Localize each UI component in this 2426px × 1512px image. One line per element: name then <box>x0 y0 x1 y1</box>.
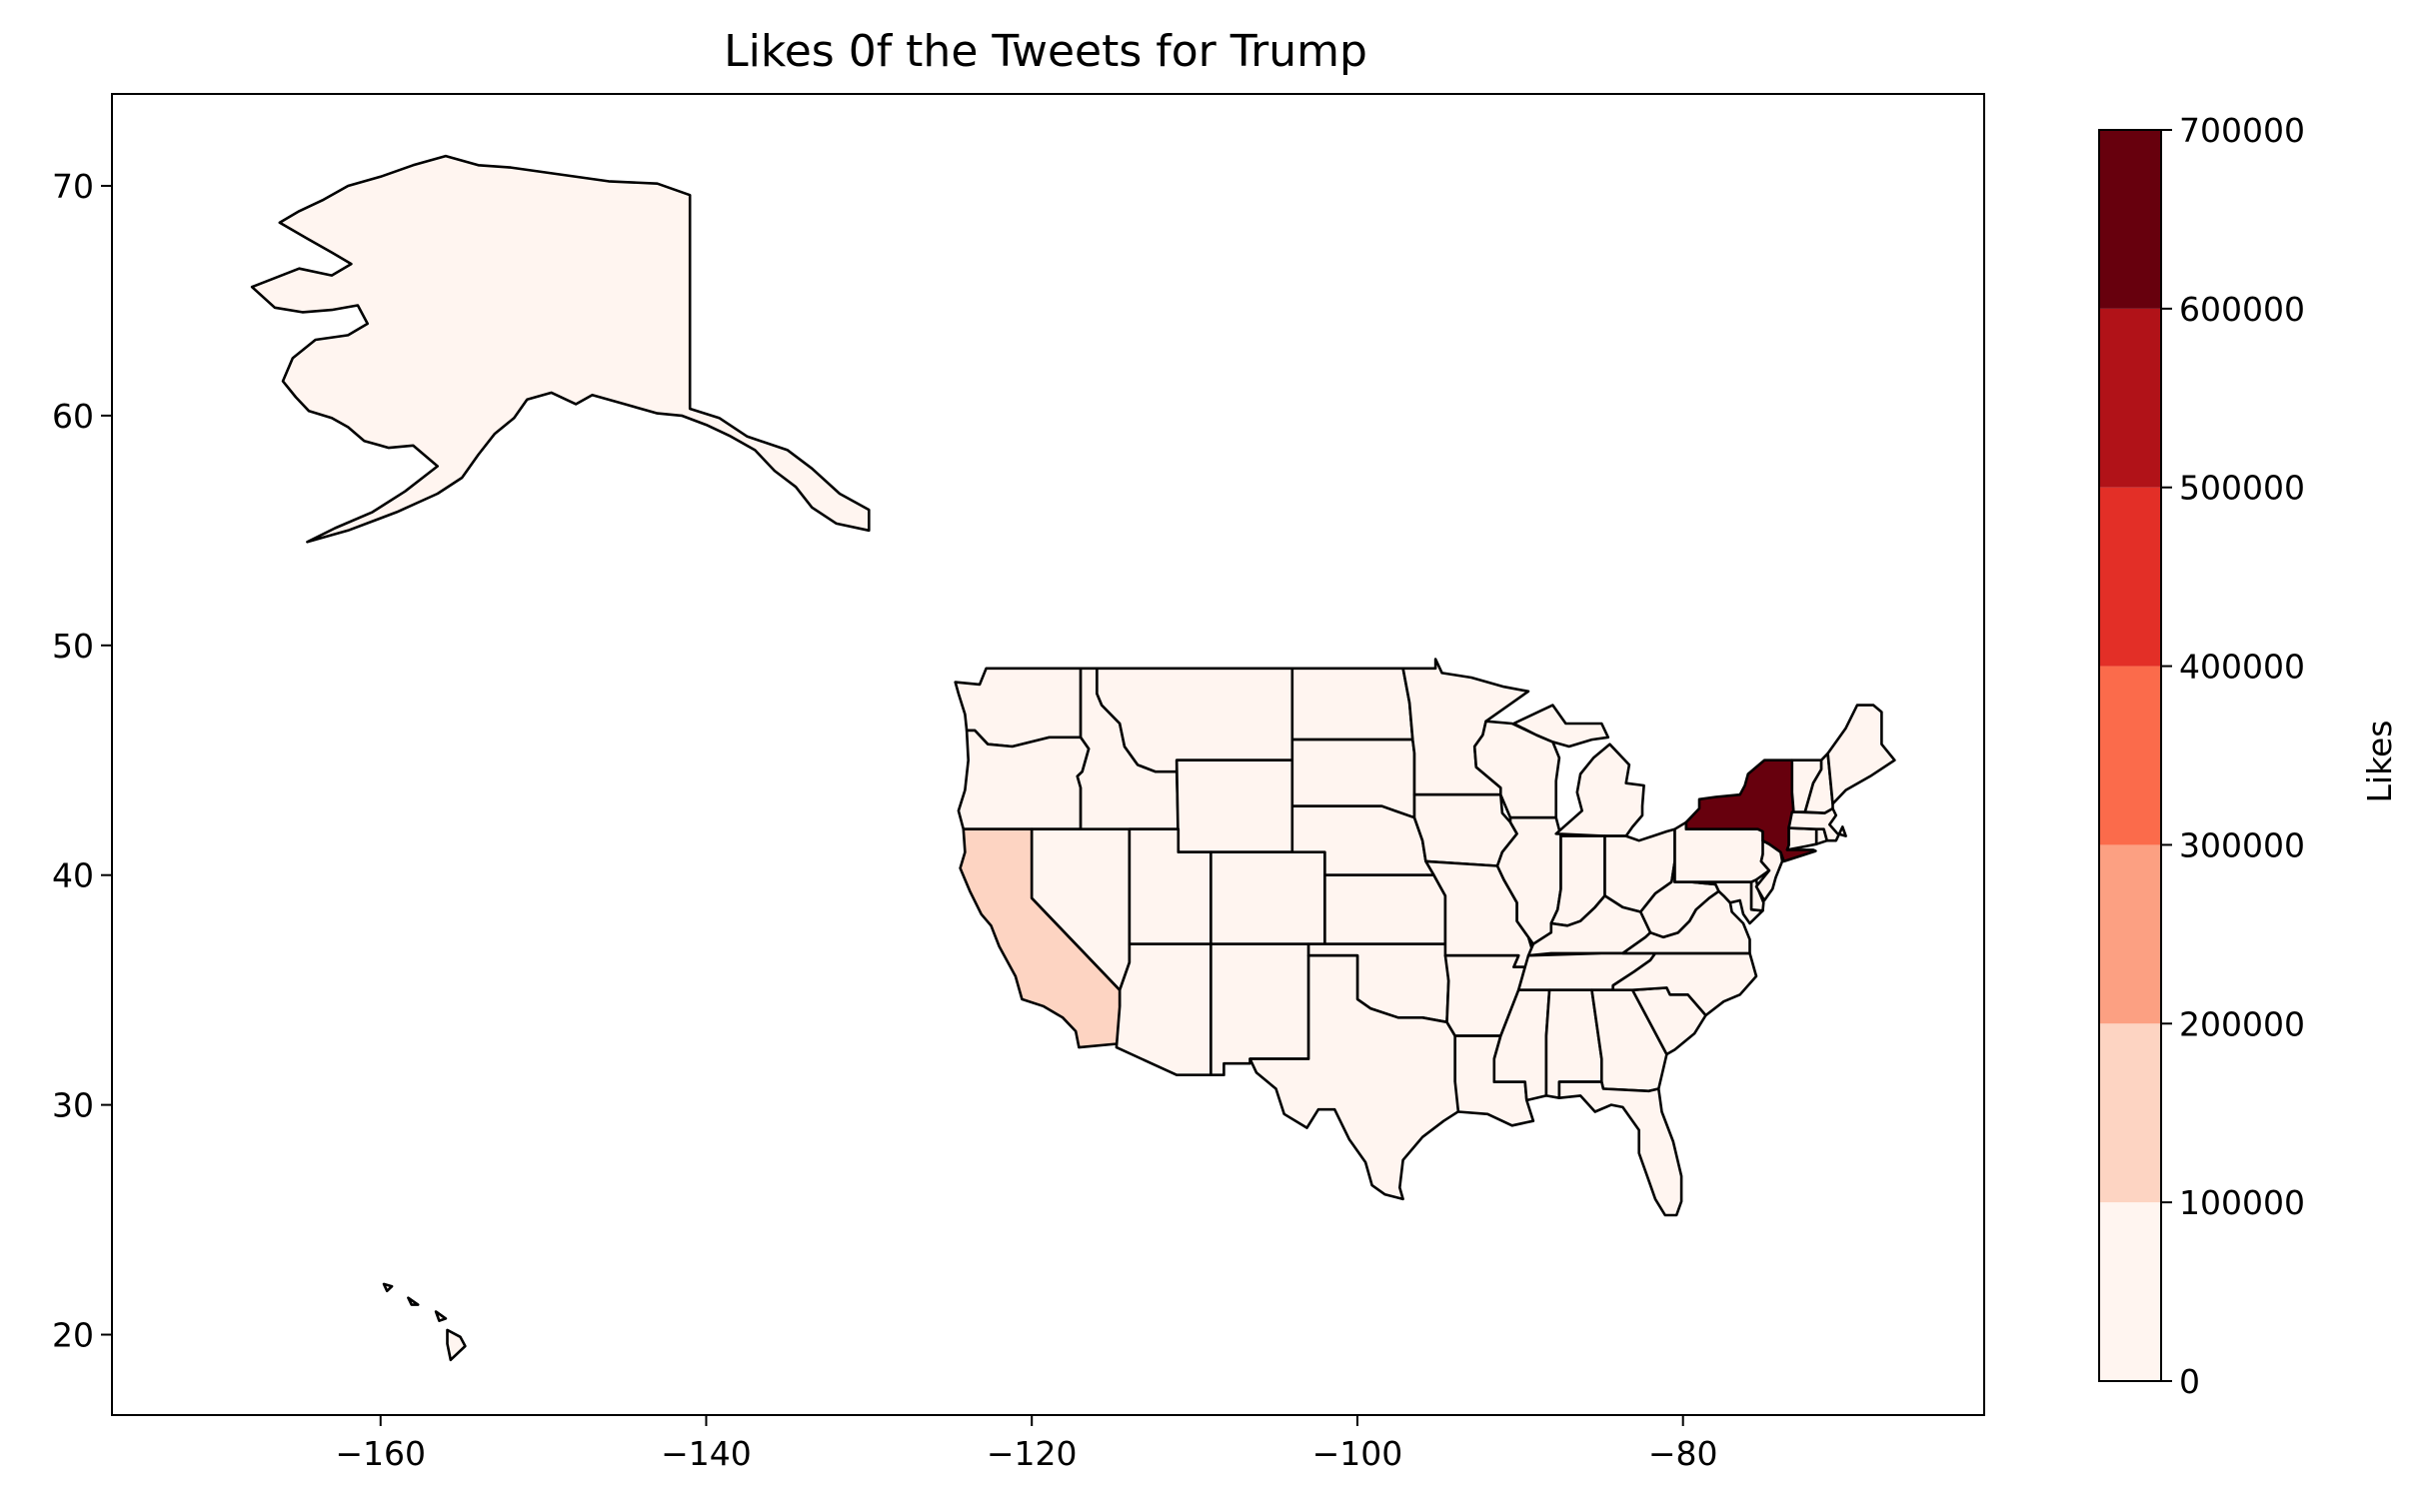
colorbar-tick-label: 400000 <box>2179 648 2305 687</box>
state-new-mexico <box>1210 942 1310 1076</box>
x-tick-label: −140 <box>661 1434 752 1473</box>
colorbar-tick-label: 0 <box>2179 1362 2200 1401</box>
colorbar-bin-6 <box>2099 130 2161 309</box>
state-colorado <box>1210 850 1326 945</box>
x-tick-label: −80 <box>1648 1434 1718 1473</box>
state-north-dakota <box>1290 667 1414 742</box>
colorbar-bin-0 <box>2099 1202 2161 1381</box>
colorbar-bin-4 <box>2099 487 2161 667</box>
colorbar-bin-2 <box>2099 844 2161 1024</box>
state-pennsylvania <box>1673 820 1771 883</box>
state-kansas <box>1323 873 1447 945</box>
colorbar-label: Likes <box>2360 721 2399 803</box>
plot-frame <box>111 93 1985 1416</box>
y-tick-label: 30 <box>52 1086 94 1125</box>
colorbar-bin-3 <box>2099 666 2161 845</box>
state-north-carolina <box>1611 951 1758 1017</box>
colorbar-tick-label: 300000 <box>2179 825 2305 864</box>
y-axis: 20 30 40 50 60 70 <box>52 167 112 1355</box>
colorbar-tick-label: 500000 <box>2179 469 2305 508</box>
colorbar-tick-label: 200000 <box>2179 1004 2305 1043</box>
state-oregon <box>957 729 1091 830</box>
colorbar-tick-label: 600000 <box>2179 290 2305 329</box>
colorbar-tick-label: 100000 <box>2179 1183 2305 1222</box>
colorbar-frame <box>2098 129 2162 1382</box>
state-michigan <box>1512 704 1645 837</box>
state-florida <box>1557 1080 1683 1217</box>
state-mississippi <box>1492 988 1551 1102</box>
y-tick-label: 40 <box>52 856 94 895</box>
x-tick-label: −120 <box>987 1434 1078 1473</box>
state-alaska <box>250 154 871 544</box>
y-tick-label: 50 <box>52 627 94 666</box>
colorbar-tick-label: 700000 <box>2179 111 2305 150</box>
colorbar-bin-1 <box>2099 1023 2161 1203</box>
state-texas <box>1248 953 1463 1201</box>
state-hawaii <box>382 1282 467 1362</box>
x-tick-label: −100 <box>1312 1434 1403 1473</box>
state-maine <box>1826 704 1896 805</box>
y-tick-label: 20 <box>52 1316 94 1355</box>
colorbar-bin-5 <box>2099 308 2161 488</box>
state-wyoming <box>1175 758 1294 853</box>
y-tick-label: 60 <box>52 397 94 436</box>
map-title: Likes 0f the Tweets for Trump <box>724 26 1367 77</box>
map-layer <box>250 154 1896 1362</box>
colorbar: 0 100000 200000 300000 400000 500000 600000 700… <box>2098 111 2305 1401</box>
y-tick-label: 70 <box>52 167 94 206</box>
x-axis: −160 −140 −120 −100 −80 <box>335 1415 1718 1473</box>
x-tick-label: −160 <box>335 1434 426 1473</box>
